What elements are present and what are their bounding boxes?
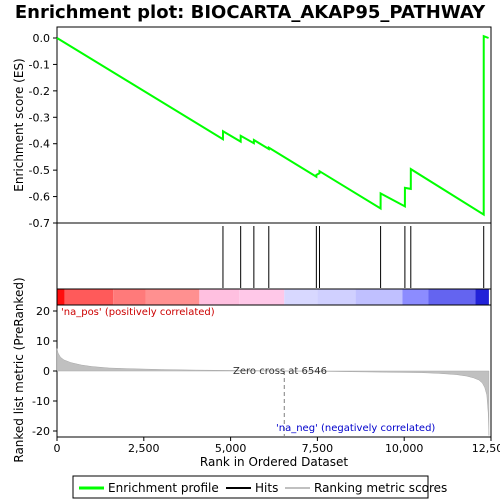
legend-enrichment-label: Enrichment profile bbox=[108, 481, 219, 495]
es-panel-frame bbox=[56, 26, 492, 224]
heat-bar-segment bbox=[475, 289, 489, 305]
heat-bar-segment bbox=[284, 289, 318, 305]
heat-bar-segment bbox=[317, 289, 356, 305]
heat-bar-segment bbox=[199, 289, 240, 305]
heat-bar-segment bbox=[239, 289, 285, 305]
hits-panel-frame bbox=[56, 222, 492, 290]
hit-lines bbox=[222, 226, 485, 288]
es-ytick-label: -0.4 bbox=[29, 138, 50, 151]
legend-metric-label: Ranking metric scores bbox=[314, 481, 447, 495]
es-panel: 0.0 -0.1 -0.2 -0.3 -0.4 -0.5 -0.6 -0.7 Enrichme… bbox=[12, 26, 492, 230]
legend: Enrichment profile Hits Ranking metric s… bbox=[72, 475, 447, 499]
es-ytick-label: -0.7 bbox=[29, 217, 50, 230]
metric-y-axis: 20 10 0 -10 -20 bbox=[32, 305, 57, 438]
es-ytick-label: 0.0 bbox=[33, 32, 51, 45]
metric-panel: 20 10 0 -10 -20 0 2,500 5,000 7,500 10,000 12,500… bbox=[12, 277, 500, 469]
metric-ytick-label: 10 bbox=[36, 335, 50, 348]
metric-y-axis-label: Ranked list metric (PreRanked) bbox=[12, 277, 26, 462]
metric-x-axis: 0 2,500 5,000 7,500 10,000 12,500 bbox=[54, 437, 500, 455]
heat-bar-segment bbox=[428, 289, 476, 305]
es-ytick-label: -0.5 bbox=[29, 164, 50, 177]
metric-xtick-label: 0 bbox=[54, 442, 61, 455]
es-ytick-label: -0.2 bbox=[29, 85, 50, 98]
zero-cross-label: Zero cross at 6546 bbox=[233, 366, 327, 377]
negative-correlation-label: 'na_neg' (negatively correlated) bbox=[276, 423, 435, 434]
legend-hits-label: Hits bbox=[255, 481, 278, 495]
es-y-axis: 0.0 -0.1 -0.2 -0.3 -0.4 -0.5 -0.6 -0.7 bbox=[29, 32, 57, 230]
metric-ytick-label: 0 bbox=[43, 365, 50, 378]
metric-xtick-label: 7,500 bbox=[302, 442, 334, 455]
heat-bar-segment bbox=[113, 289, 146, 305]
es-ytick-label: -0.6 bbox=[29, 191, 50, 204]
heat-bar-segment bbox=[64, 289, 114, 305]
metric-xtick-label: 12,500 bbox=[472, 442, 500, 455]
ranking-heat-bar bbox=[57, 289, 489, 305]
metric-ytick-label: -10 bbox=[32, 395, 50, 408]
metric-x-axis-label: Rank in Ordered Dataset bbox=[200, 455, 348, 469]
es-ytick-label: -0.3 bbox=[29, 111, 50, 124]
heat-bar-segment bbox=[57, 289, 65, 305]
enrichment-profile-line bbox=[56, 34, 489, 217]
es-ytick-label: -0.1 bbox=[29, 58, 50, 71]
heat-bar-segment bbox=[355, 289, 403, 305]
metric-xtick-label: 10,000 bbox=[385, 442, 424, 455]
heat-bar-segment bbox=[402, 289, 429, 305]
hits-panel bbox=[56, 222, 492, 290]
ranking-metric-area bbox=[56, 348, 490, 436]
es-y-axis-label: Enrichment score (ES) bbox=[12, 58, 26, 191]
metric-xtick-label: 2,500 bbox=[128, 442, 160, 455]
metric-xtick-label: 5,000 bbox=[215, 442, 247, 455]
positive-correlation-label: 'na_pos' (positively correlated) bbox=[61, 307, 215, 318]
metric-ytick-label: -20 bbox=[32, 425, 50, 438]
metric-ytick-label: 20 bbox=[36, 305, 50, 318]
heat-bar-segment bbox=[145, 289, 200, 305]
chart-title: Enrichment plot: BIOCARTA_AKAP95_PATHWAY bbox=[15, 2, 486, 23]
